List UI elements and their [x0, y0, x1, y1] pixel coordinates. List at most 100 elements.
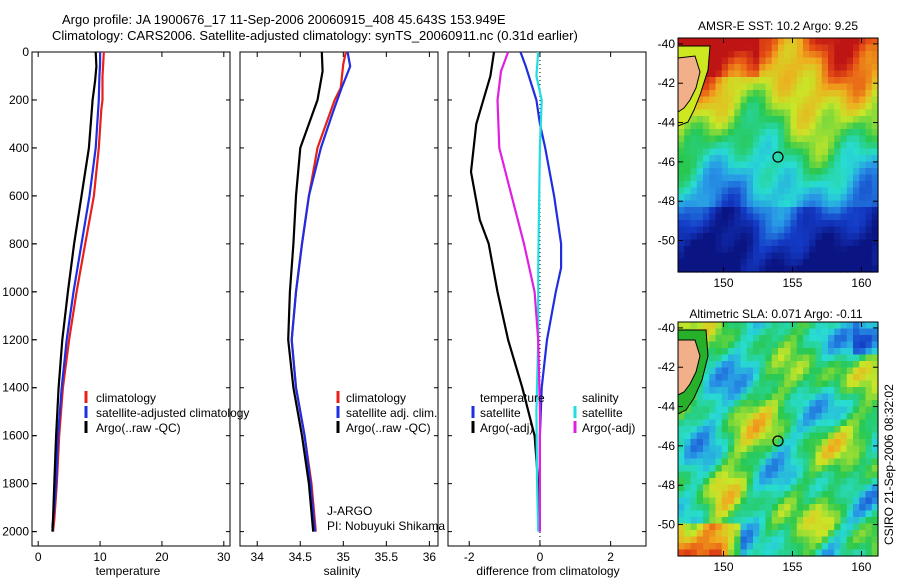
heatmap-cell [828, 83, 835, 91]
heatmap-cell [809, 77, 817, 85]
heatmap-cell [759, 233, 767, 241]
heatmap-cell [840, 207, 848, 215]
heatmap-cell [690, 233, 698, 241]
heatmap-cell [840, 51, 848, 59]
heatmap-cell [834, 471, 842, 479]
heatmap-cell [696, 265, 704, 273]
heatmap-cell [740, 51, 748, 59]
heatmap-cell [828, 194, 835, 202]
heatmap-cell [728, 38, 735, 46]
heatmap-cell [809, 239, 817, 247]
heatmap-cell [809, 419, 817, 427]
heatmap-cell [834, 148, 842, 156]
heatmap-cell [778, 335, 785, 343]
heatmap-cell [740, 103, 748, 111]
heatmap-cell [765, 335, 773, 343]
heatmap-cell [734, 400, 742, 408]
heatmap-cell [759, 168, 767, 176]
heatmap-cell [871, 439, 879, 447]
heatmap-cell [846, 478, 854, 486]
heatmap-cell [815, 497, 823, 505]
heatmap-cell [740, 213, 748, 221]
heatmap-cell [778, 543, 785, 551]
heatmap-cell [815, 246, 823, 254]
heatmap-cell [703, 361, 710, 369]
heatmap-cell [678, 426, 685, 434]
heatmap-cell [871, 406, 879, 414]
heatmap-cell [796, 51, 804, 59]
heatmap-cell [809, 536, 817, 544]
heatmap-cell [871, 543, 879, 551]
heatmap-cell [721, 90, 729, 98]
heatmap-cell [759, 406, 767, 414]
heatmap-cell [815, 458, 823, 466]
heatmap-cell [790, 387, 798, 395]
heatmap-cell [796, 328, 804, 336]
heatmap-cell [853, 70, 860, 78]
heatmap-cell [696, 239, 704, 247]
heatmap-cell [809, 393, 817, 401]
heatmap-cell [865, 70, 873, 78]
heatmap-cell [778, 116, 785, 124]
heatmap-cell [796, 361, 804, 369]
heatmap-cell [853, 413, 860, 421]
heatmap-cell [803, 122, 810, 130]
salinity-legend: climatology satellite adj. clim. Argo(..… [336, 391, 437, 435]
heatmap-cell [815, 57, 823, 65]
heatmap-cell [778, 187, 785, 195]
heatmap-cell [803, 129, 810, 137]
heatmap-cell [765, 536, 773, 544]
heatmap-cell [728, 380, 735, 388]
heatmap-cell [696, 200, 704, 208]
heatmap-cell [803, 530, 810, 538]
heatmap-cell [784, 380, 792, 388]
heatmap-cell [846, 426, 854, 434]
heatmap-cell [740, 77, 748, 85]
heatmap-cell [790, 413, 798, 421]
heatmap-cell [840, 484, 848, 492]
heatmap-cell [715, 426, 723, 434]
map-x-tick-label: 150 [714, 276, 734, 290]
heatmap-cell [771, 465, 779, 473]
heatmap-cell [840, 543, 848, 551]
heatmap-cell [853, 77, 860, 85]
heatmap-cell [803, 246, 810, 254]
heatmap-cell [840, 168, 848, 176]
heatmap-cell [815, 510, 823, 518]
heatmap-cell [753, 135, 760, 143]
heatmap-cell [790, 354, 798, 362]
heatmap-cell [803, 523, 810, 531]
heatmap-cell [696, 413, 704, 421]
heatmap-cell [746, 439, 754, 447]
heatmap-cell [784, 207, 792, 215]
heatmap-cell [853, 103, 860, 111]
heatmap-cell [846, 233, 854, 241]
heatmap-cell [853, 335, 860, 343]
heatmap-cell [721, 220, 729, 228]
heatmap-cell [834, 536, 842, 544]
heatmap-cell [709, 213, 717, 221]
heatmap-cell [790, 77, 798, 85]
heatmap-cell [809, 168, 817, 176]
heatmap-cell [865, 354, 873, 362]
heatmap-cell [790, 96, 798, 104]
legend-label-argo: Argo(..raw -QC) [346, 421, 431, 435]
heatmap-cell [853, 194, 860, 202]
heatmap-cell [846, 504, 854, 512]
heatmap-cell [784, 491, 792, 499]
heatmap-cell [846, 497, 854, 505]
heatmap-cell [803, 367, 810, 375]
heatmap-cell [765, 70, 773, 78]
heatmap-cell [715, 452, 723, 460]
heatmap-cell [828, 491, 835, 499]
heatmap-cell [740, 497, 748, 505]
heatmap-cell [721, 194, 729, 202]
heatmap-cell [765, 328, 773, 336]
heatmap-cell [746, 252, 754, 260]
heatmap-cell [846, 536, 854, 544]
heatmap-cell [721, 187, 729, 195]
heatmap-cell [759, 439, 767, 447]
heatmap-cell [690, 148, 698, 156]
heatmap-cell [734, 246, 742, 254]
heatmap-cell [778, 380, 785, 388]
